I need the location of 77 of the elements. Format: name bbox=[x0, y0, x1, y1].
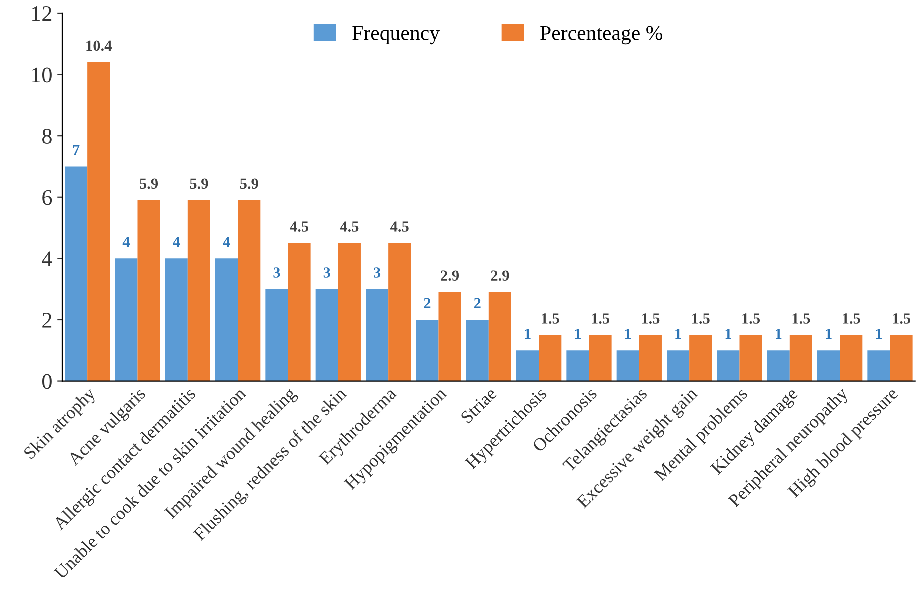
data-label: 4 bbox=[122, 237, 130, 248]
data-label: 1 bbox=[726, 328, 732, 340]
data-label: 1.5 bbox=[742, 314, 760, 324]
bar bbox=[388, 243, 412, 382]
data-label: 1.5 bbox=[792, 314, 810, 324]
legend-label: Frequency bbox=[352, 26, 440, 45]
data-label: 1 bbox=[876, 328, 882, 340]
bar bbox=[818, 350, 840, 382]
data-label: 4 bbox=[223, 237, 230, 248]
bar bbox=[115, 258, 138, 382]
data-label: 1.5 bbox=[642, 314, 660, 324]
bar bbox=[717, 350, 740, 382]
data-label: 1 bbox=[626, 328, 632, 340]
bar bbox=[238, 200, 261, 382]
data-label: 5.9 bbox=[140, 178, 158, 190]
bar bbox=[616, 350, 640, 382]
data-label: 7 bbox=[73, 145, 80, 156]
bar bbox=[216, 258, 238, 382]
data-label: 1.5 bbox=[542, 314, 560, 324]
bar bbox=[589, 335, 612, 382]
data-label: 1 bbox=[826, 328, 832, 340]
data-label: 3 bbox=[374, 268, 381, 278]
bar bbox=[868, 350, 890, 382]
bar bbox=[288, 243, 311, 382]
data-label: 2.9 bbox=[491, 270, 510, 282]
bar bbox=[338, 243, 361, 382]
data-label: 3 bbox=[274, 268, 280, 278]
data-label: 4 bbox=[173, 237, 180, 248]
data-label: 4.5 bbox=[390, 222, 409, 232]
bar bbox=[416, 320, 439, 382]
bar bbox=[65, 166, 88, 382]
data-label: 2 bbox=[424, 298, 431, 308]
y-tick-label: 10 bbox=[32, 68, 52, 83]
data-label: 1.5 bbox=[692, 314, 710, 324]
bar bbox=[639, 335, 662, 382]
data-label: 4.5 bbox=[340, 222, 359, 232]
data-label: 5.9 bbox=[240, 178, 258, 190]
data-label: 1.5 bbox=[843, 314, 860, 324]
bar bbox=[266, 289, 288, 382]
data-label: 2 bbox=[474, 298, 481, 308]
data-label: 5.9 bbox=[190, 178, 208, 190]
bar bbox=[790, 335, 812, 382]
data-label: 1.5 bbox=[893, 314, 911, 324]
y-tick-label: 6 bbox=[42, 190, 52, 206]
bar bbox=[539, 335, 562, 382]
bar bbox=[366, 289, 389, 382]
y-tick-label: 0 bbox=[42, 374, 52, 390]
bar bbox=[566, 350, 590, 382]
bar bbox=[438, 292, 462, 382]
bar bbox=[767, 350, 790, 382]
data-label: 1 bbox=[776, 328, 782, 340]
data-label: 4.5 bbox=[290, 222, 309, 232]
data-label: 3 bbox=[324, 268, 330, 278]
y-tick-label: 12 bbox=[32, 6, 52, 22]
bar bbox=[316, 289, 338, 382]
bar bbox=[840, 335, 863, 382]
data-label: 1 bbox=[575, 328, 581, 340]
bar bbox=[667, 350, 690, 382]
legend-label: Percenteage % bbox=[540, 26, 663, 45]
bar bbox=[690, 335, 712, 382]
bar bbox=[890, 335, 913, 382]
bar bbox=[165, 258, 188, 382]
data-label: 1.5 bbox=[592, 314, 610, 324]
y-tick-label: 8 bbox=[42, 129, 52, 144]
bar bbox=[138, 200, 160, 382]
data-label: 1 bbox=[525, 328, 531, 340]
bar bbox=[466, 320, 489, 382]
bar bbox=[188, 200, 210, 382]
bar bbox=[740, 335, 762, 382]
y-tick-label: 4 bbox=[42, 252, 52, 266]
bar bbox=[88, 62, 110, 382]
data-label: 2.9 bbox=[441, 270, 460, 282]
data-label: 10.4 bbox=[86, 40, 112, 52]
data-label: 1 bbox=[676, 328, 682, 340]
y-tick-label: 2 bbox=[42, 312, 52, 328]
bar bbox=[488, 292, 512, 382]
bar bbox=[516, 350, 540, 382]
